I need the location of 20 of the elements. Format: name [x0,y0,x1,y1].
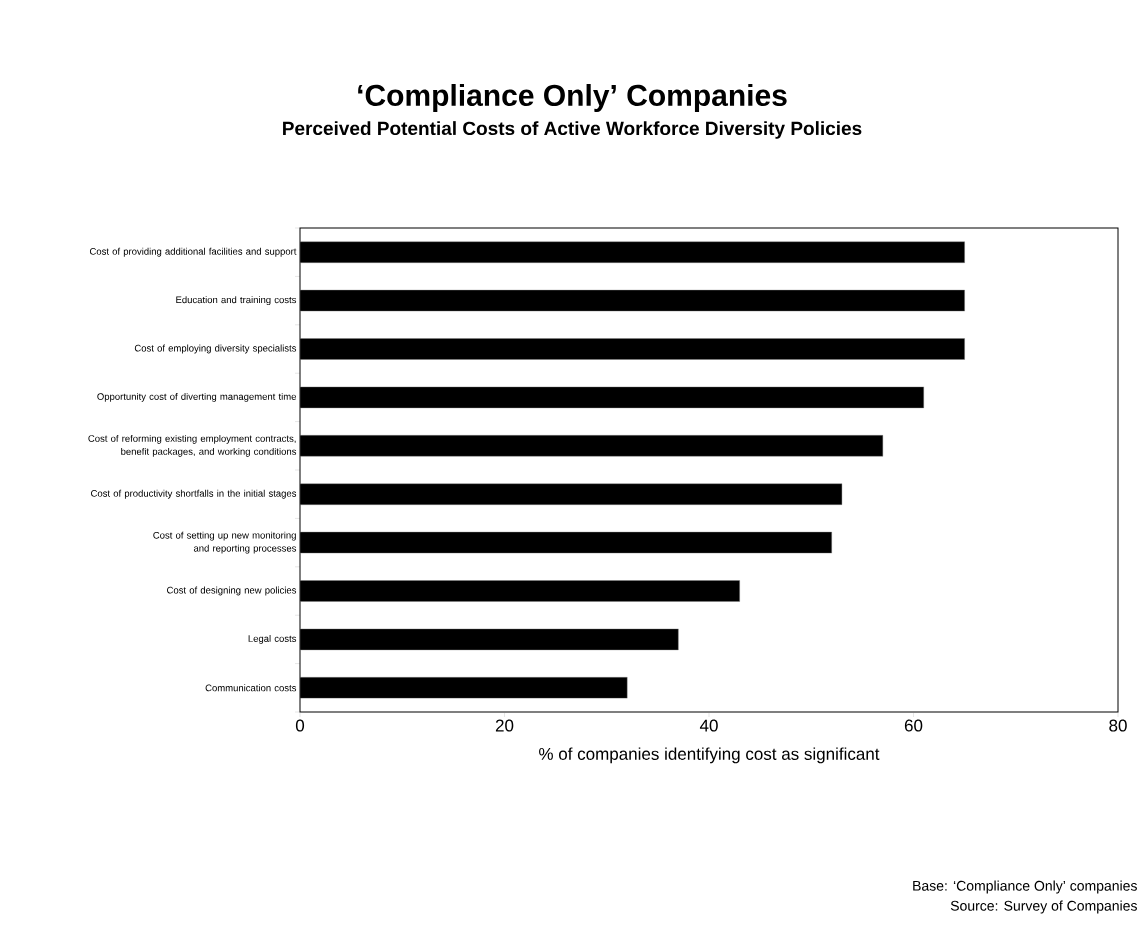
y-tick-label: Cost of setting up new monitoring and reporting processes [153,531,297,554]
x-axis-title: % of companies identifying cost as significant [539,747,880,764]
y-tick-label: Legal costs [248,634,297,644]
y-tick-label: Cost of designing new policies [167,586,297,596]
y-tick-label: Cost of providing additional facilities and support [89,247,297,257]
x-tick-label: 80 [1109,719,1127,732]
y-tick-label: Cost of productivity shortfalls in the initial stages [91,489,297,499]
chart-subtitle: Perceived Potential Costs of Active Workforce Diversity Policies [283,121,862,139]
chart-title: ‘Compliance Only’ Companies [358,84,787,112]
x-tick-label: 40 [699,719,718,732]
x-tick-label: 60 [904,719,923,732]
y-tick-label: Opportunity cost of diverting management time [97,392,297,402]
y-tick-label: Cost of employing diversity specialists [134,344,297,354]
x-tick-label: 0 [295,719,305,732]
y-tick-label: Communication costs [205,684,297,692]
x-tick-label: 20 [495,719,514,732]
y-tick-label: Education and training costs [176,296,297,306]
source-note: Source: Survey of Companies [950,900,1137,914]
text: Base: ‘Compliance Only’ companies [913,880,1137,894]
y-tick-label: Cost of reforming existing employment contracts, benefit packages, and working conditions [88,434,297,457]
